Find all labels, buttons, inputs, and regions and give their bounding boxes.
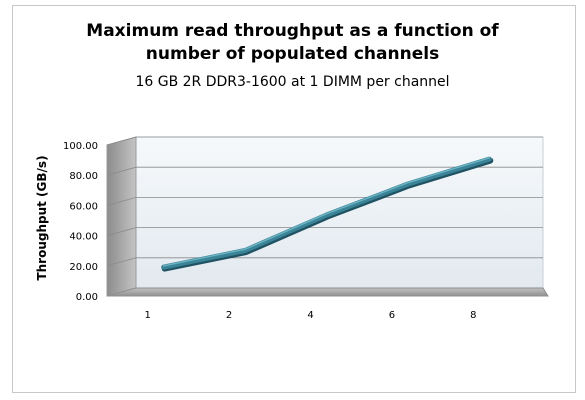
x-tick-label: 6 — [389, 310, 395, 321]
chart-title-line-1: Maximum read throughput as a function of — [86, 21, 499, 41]
y-gridline — [106, 166, 543, 176]
y-tick-label: 0.00 — [76, 292, 98, 303]
y-tick-label: 40.00 — [69, 232, 98, 243]
y-tick-label: 20.00 — [69, 262, 98, 273]
chart-title-line-2: number of populated channels — [145, 44, 440, 64]
chart-subtitle: 16 GB 2R DDR3-1600 at 1 DIMM per channel — [135, 74, 450, 90]
chart-floor — [106, 287, 549, 297]
x-tick-label: 4 — [307, 310, 313, 321]
chart-title: Maximum read throughput as a function of… — [0, 20, 585, 66]
y-tick-label: 80.00 — [69, 171, 98, 182]
y-tick-label: 60.00 — [69, 201, 98, 212]
y-gridline — [106, 257, 543, 267]
y-gridline — [106, 136, 543, 146]
x-tick-label: 8 — [470, 310, 476, 321]
y-gridline — [106, 196, 543, 206]
y-gridline — [106, 227, 543, 236]
series-line-highlight — [163, 157, 490, 267]
x-tick-label: 1 — [145, 310, 151, 321]
y-tick-label: 100.00 — [63, 141, 98, 152]
chart-side-wall — [106, 136, 137, 297]
x-tick-label: 2 — [226, 310, 232, 321]
